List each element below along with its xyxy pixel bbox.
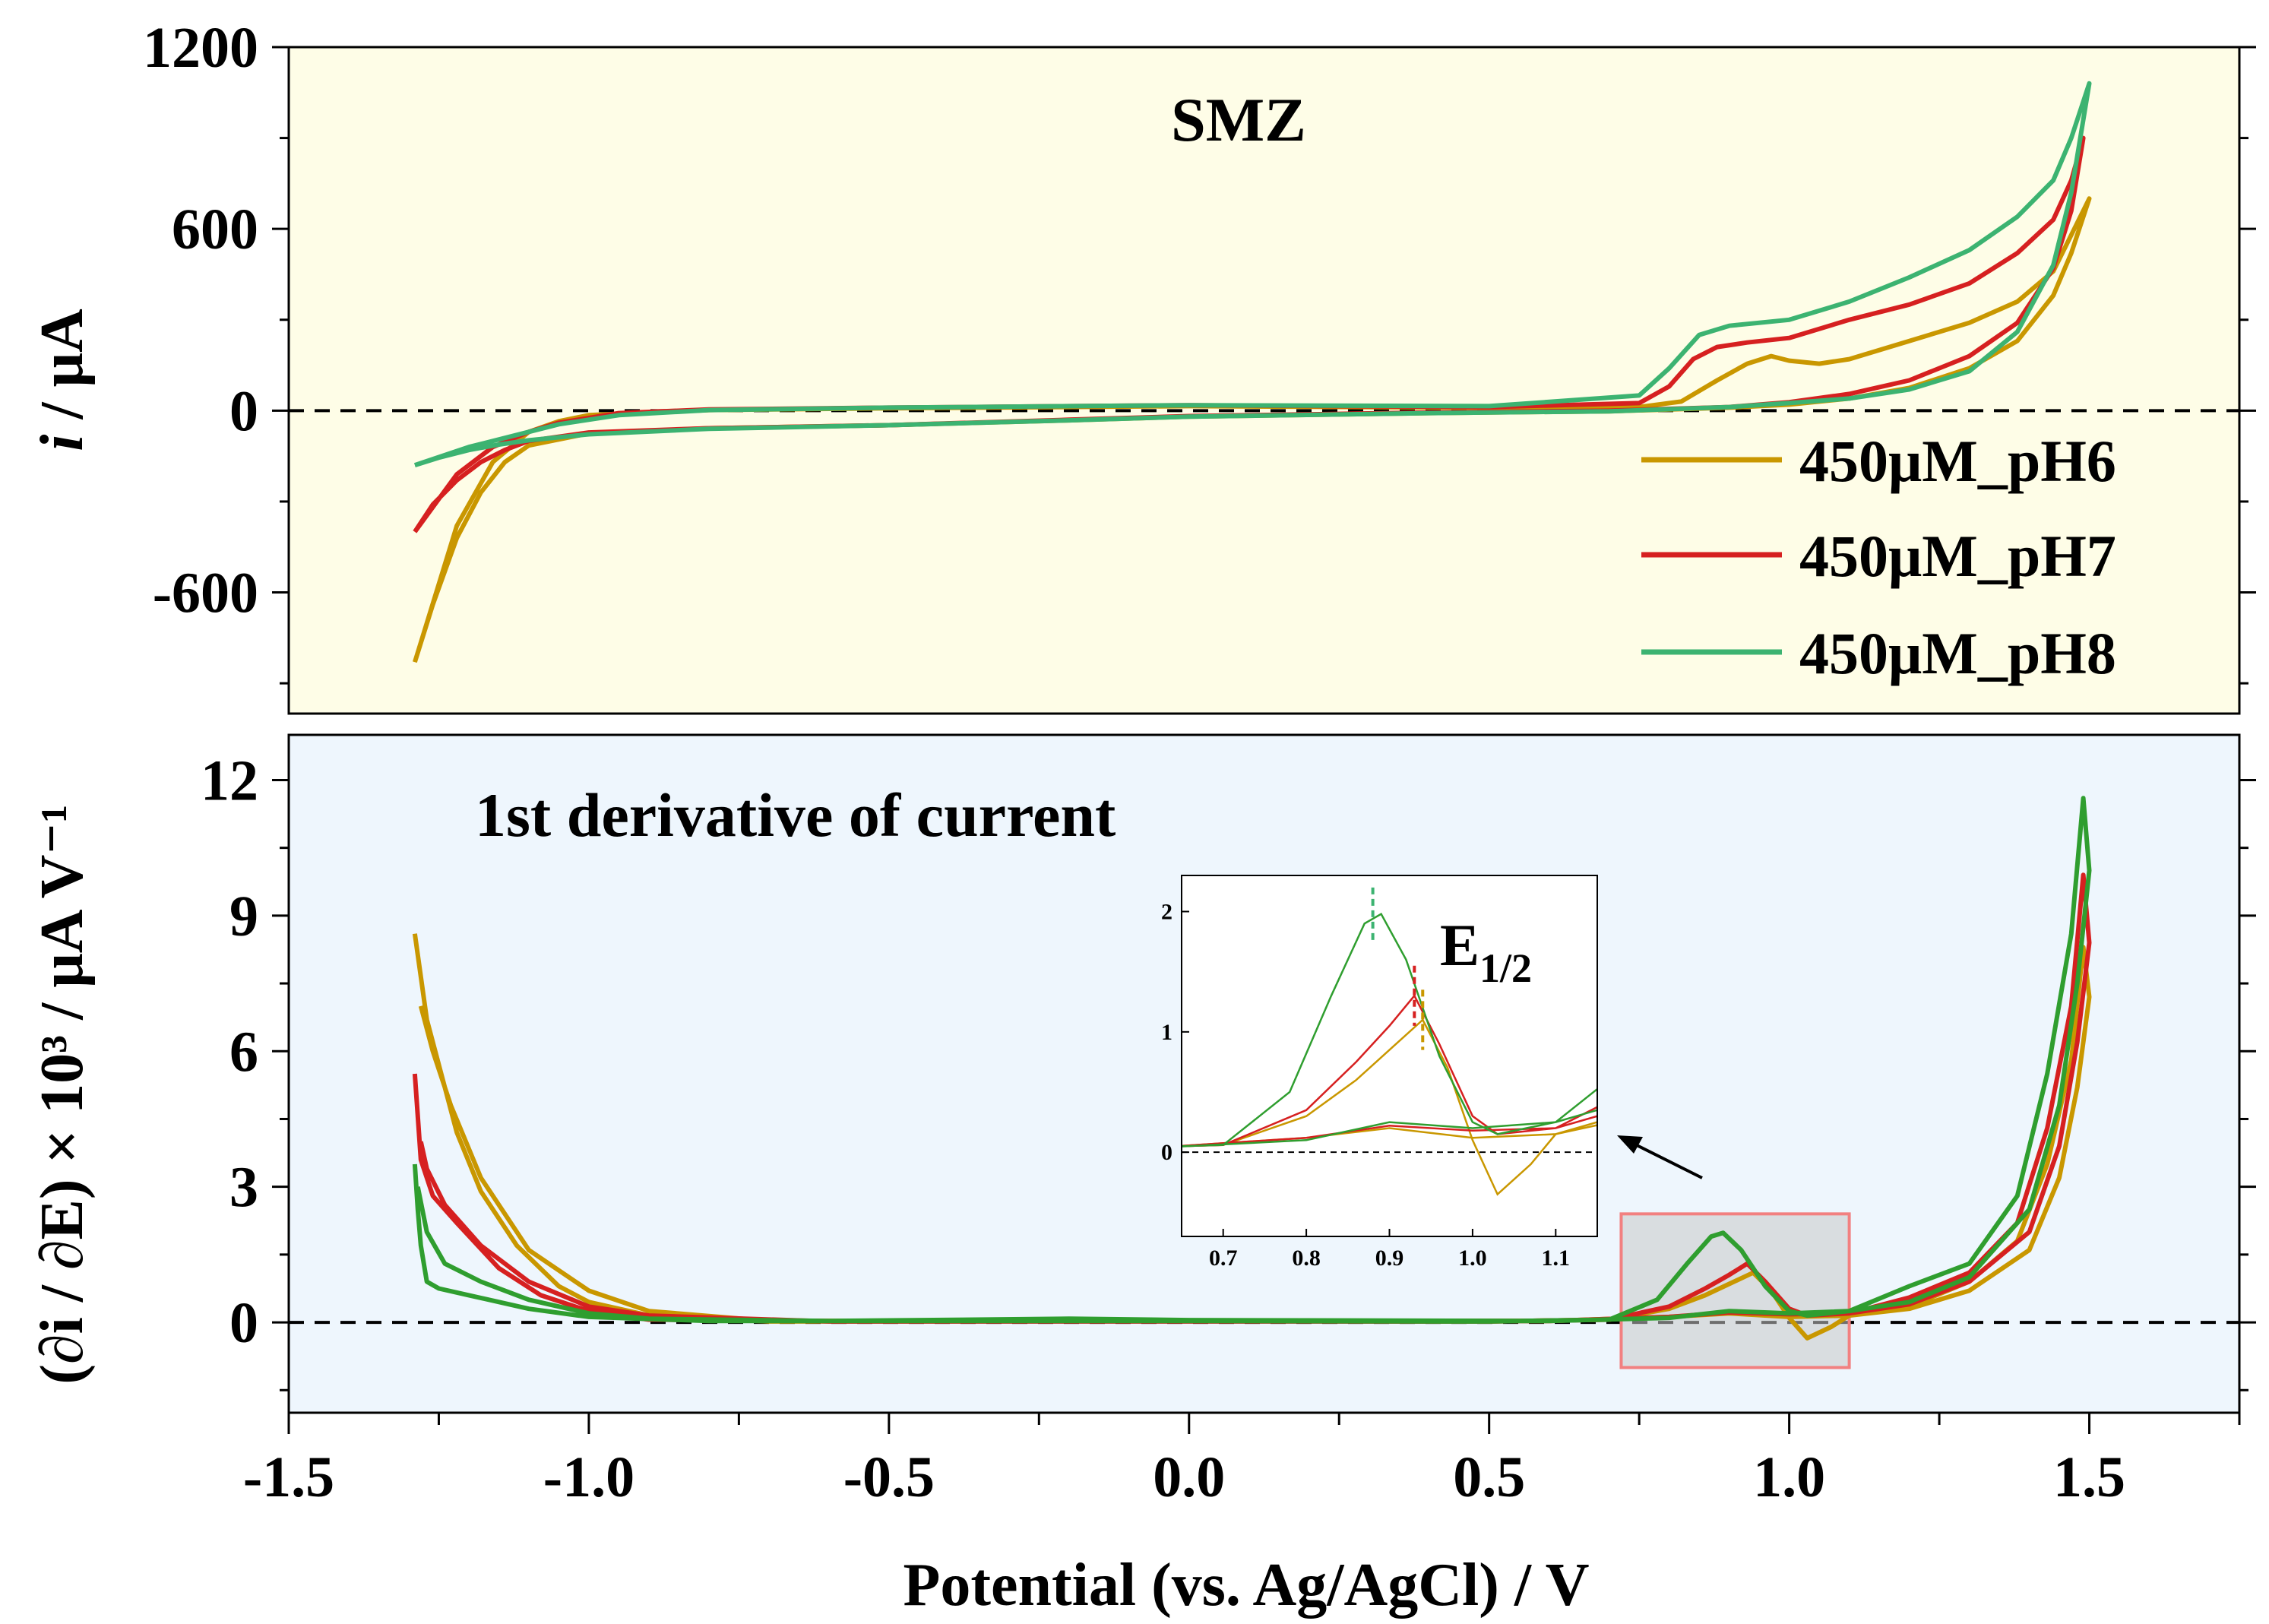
inset-background [1182,875,1597,1236]
bottom-panel-title: 1st derivative of current [475,780,1116,850]
x-tick-label: -0.5 [843,1445,935,1509]
inset-x-tick-label: 1.0 [1458,1246,1487,1271]
top-y-tick-label: -600 [153,562,258,625]
inset-y-tick-label: 1 [1161,1020,1172,1045]
top-series-line-pH8 [413,81,2092,467]
top-y-tick-label: 600 [172,198,258,261]
x-axis-label: Potential (vs. Ag/AgCl) / V [903,1552,1590,1619]
bottom-y-tick-label: 12 [201,749,258,812]
legend: 450μM_pH6 450μM_pH7 450μM_pH8 [1641,428,2116,686]
x-tick-label: 0.5 [1453,1445,1525,1509]
legend-label-pH8: 450μM_pH8 [1799,620,2116,686]
callout-arrow [1617,1135,1703,1179]
inset-x-tick-label: 0.9 [1375,1246,1404,1271]
bottom-series-line-pH8 [412,796,2092,1324]
bottom-y-tick-label: 9 [229,885,258,948]
top-panel-title: SMZ [1171,85,1306,154]
bottom-y-tick-label: 6 [229,1020,258,1084]
top-panel-frame [287,46,2241,715]
legend-label-pH7: 450μM_pH7 [1799,523,2116,589]
inset-y-tick-label: 2 [1161,900,1172,925]
x-tick-label: 1.0 [1753,1445,1825,1509]
top-series-group [413,81,2092,663]
bottom-panel-frame [287,733,2241,1414]
inset-x-tick-label: 0.7 [1209,1246,1238,1271]
bottom-y-tick-label: 0 [229,1291,258,1355]
bottom-y-axis-label: (∂i / ∂E) × 10³ / μA V⁻¹ [29,804,96,1384]
inset-x-tick-label: 1.1 [1542,1246,1571,1271]
x-tick-label: -1.5 [243,1445,334,1509]
bottom-series-group [412,796,2092,1341]
inset-y-tick-label: 0 [1161,1140,1172,1165]
inset-label: E1/2 [1440,912,1532,991]
top-y-axis-label: i / μA [29,309,96,451]
axis-ticks [272,46,2256,1434]
x-tick-label: 1.5 [2053,1445,2125,1509]
top-y-tick-label: 1200 [143,16,258,80]
x-tick-label: 0.0 [1153,1445,1225,1509]
highlight-region-box [1619,1212,1851,1369]
bottom-y-tick-label: 3 [229,1156,258,1220]
x-tick-label: -1.0 [543,1445,634,1509]
top-y-tick-label: 0 [229,379,258,443]
inset-chart: E1/2 [1181,875,1598,1237]
legend-label-pH6: 450μM_pH6 [1799,428,2116,494]
inset-x-tick-label: 0.8 [1292,1246,1321,1271]
